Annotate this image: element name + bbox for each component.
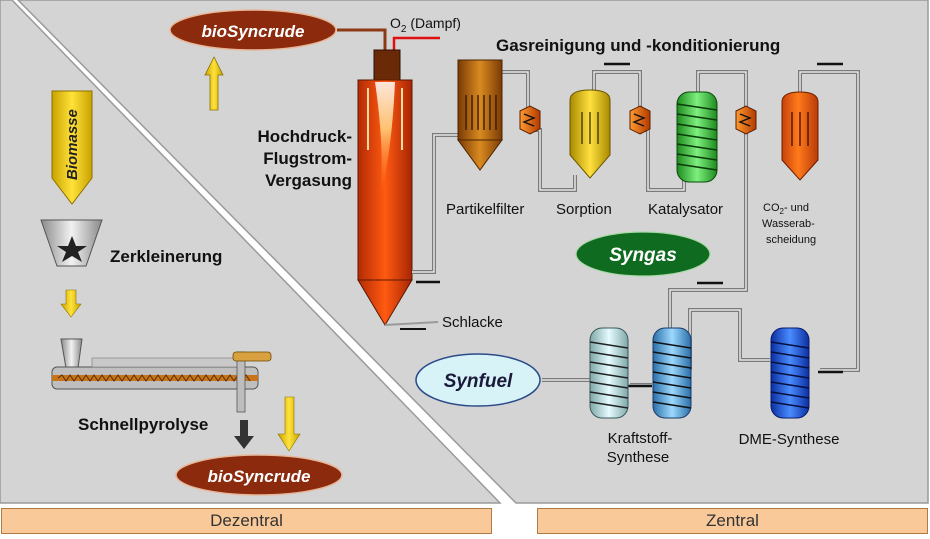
kraftstoff-reactor-2 [652,327,692,419]
vergasung-line1: Hochdruck- [258,127,352,146]
biosyncrude-top-label: bioSyncrude [202,22,305,41]
yellow-down-arrow [277,396,301,452]
gasifier-wall-glow [367,88,403,150]
vergasung-line2: Flugstrom- [263,149,352,168]
valve-marks [416,62,843,388]
synfuel-ellipse [415,353,541,407]
vergasung-line3: Vergasung [265,171,352,190]
heat-exchanger-3 [735,105,757,135]
schlacke-label: Schlacke [442,314,503,331]
kraftstoff-label-line1: Kraftstoff- [608,430,673,447]
heat-exchanger-2 [629,105,651,135]
schnellpyrolyse-label: Schnellpyrolyse [78,415,208,434]
synfuel-label: Synfuel [444,371,513,392]
sorption-internals [581,112,599,144]
katalysator-label: Katalysator [648,201,723,218]
pyrolysis-sand-stream [52,375,258,381]
zerkleinerung-label: Zerkleinerung [110,247,222,266]
wasserab-label: Wasserab- [762,218,815,230]
biomasse-label: Biomasse [64,109,81,180]
scheidung-label: scheidung [766,234,816,246]
zentral-footer: Zentral [537,508,928,534]
sorption-label: Sorption [556,201,612,218]
flame [375,82,395,200]
pyrolysis-vapour-outlet [232,351,272,362]
partikelfilter-label: Partikelfilter [446,201,524,218]
gasifier-cone [357,279,413,326]
biosyncrude-feed-pipe [337,28,387,53]
dme-reactor-coils [770,341,810,409]
pyrolysis-upper-tube [91,357,243,368]
small-down-arrow [60,289,82,318]
dezentral-footer: Dezentral [1,508,492,534]
dme-label: DME-Synthese [739,431,840,448]
co2-separator-internals [791,112,809,146]
syngas-ellipse [575,231,711,277]
gasreinigung-title: Gasreinigung und -konditionierung [496,36,780,55]
biosyncrude-bottom-label: bioSyncrude [208,467,311,486]
slag-pipe [384,321,439,326]
kraftstoff-reactor-2-coils [652,341,692,409]
screw-conveyor [57,374,251,382]
co2-label: CO2- und [763,202,809,216]
kraftstoff-label-line2: Synthese [607,449,670,466]
upward-arrow [204,56,224,111]
oxygen-feed-pipe [392,36,440,53]
burner-head [373,49,401,81]
heat-exchanger-1 [519,105,541,135]
biosyncrude-bottom-ellipse [175,454,343,496]
dark-down-arrow [234,420,254,449]
kraftstoff-reactor-1-coils [589,341,629,409]
katalysator-coils [676,103,718,171]
kraftstoff-reactor-1 [589,327,629,419]
biomasse-arrow [51,90,93,205]
partikelfilter-cone [457,139,503,171]
star-icon [57,236,87,262]
dme-reactor [770,327,810,419]
syngas-label: Syngas [609,245,677,266]
filter-candles [465,95,497,130]
biosyncrude-top-ellipse [169,9,337,51]
o2-label: O2 (Dampf) [390,15,461,35]
